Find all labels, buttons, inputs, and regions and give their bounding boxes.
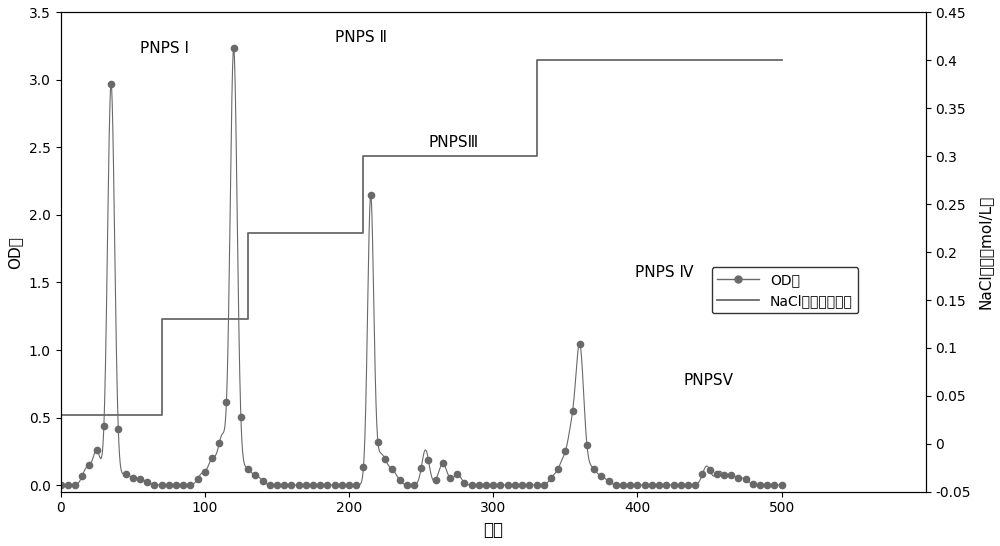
- Text: PNPS Ⅰ: PNPS Ⅰ: [140, 40, 189, 56]
- NaCl溶液浓度梯度: [531, 153, 543, 159]
- NaCl溶液浓度梯度: [776, 57, 788, 64]
- NaCl溶液浓度梯度: [62, 412, 74, 418]
- Text: PNPS Ⅳ: PNPS Ⅳ: [635, 265, 693, 280]
- NaCl溶液浓度梯度: [357, 230, 369, 236]
- Text: PNPS Ⅱ: PNPS Ⅱ: [335, 30, 387, 45]
- X-axis label: 管数: 管数: [483, 521, 503, 539]
- NaCl溶液浓度梯度: [242, 230, 254, 236]
- NaCl溶液浓度梯度: [62, 412, 74, 418]
- NaCl溶液浓度梯度: [55, 412, 67, 418]
- Text: PNPSⅤ: PNPSⅤ: [684, 373, 734, 388]
- Y-axis label: NaCl浓度（mol/L）: NaCl浓度（mol/L）: [978, 195, 993, 309]
- NaCl溶液浓度梯度: [242, 316, 254, 323]
- Legend: OD値, NaCl溶液浓度梯度: OD値, NaCl溶液浓度梯度: [712, 268, 858, 313]
- NaCl溶液浓度梯度: [156, 316, 168, 323]
- NaCl溶液浓度梯度: [531, 57, 543, 64]
- NaCl溶液浓度梯度: [156, 412, 168, 418]
- Line: NaCl溶液浓度梯度: NaCl溶液浓度梯度: [61, 61, 782, 415]
- Y-axis label: OD値: OD値: [7, 236, 22, 269]
- Text: PNPSⅢ: PNPSⅢ: [428, 135, 478, 150]
- NaCl溶液浓度梯度: [357, 153, 369, 159]
